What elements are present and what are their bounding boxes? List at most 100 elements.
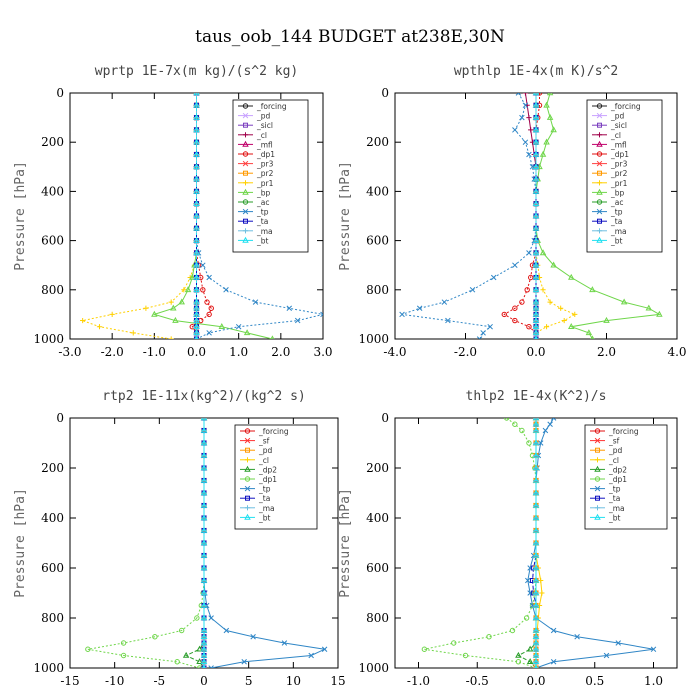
data-point-bt xyxy=(193,138,200,145)
data-point-dp2 xyxy=(526,658,534,665)
legend-label: _pd xyxy=(608,446,623,455)
data-point-tp xyxy=(281,640,288,646)
x-tick-label: 1.0 xyxy=(229,345,248,359)
data-point-bt xyxy=(200,614,208,621)
data-point-tp xyxy=(294,317,301,324)
panel-title: wprtp 1E-7x(m kg)/(s^2 kg) xyxy=(95,64,299,79)
y-tick-label: 600 xyxy=(41,561,64,575)
data-point-dp2 xyxy=(182,651,190,658)
data-point-bt xyxy=(532,323,540,329)
x-tick-label: 2.0 xyxy=(271,345,290,359)
legend-marker xyxy=(244,437,251,444)
y-tick-label: 200 xyxy=(41,461,64,475)
data-point-bt xyxy=(193,150,200,157)
data-point-bt xyxy=(532,439,540,446)
series-line-pr1 xyxy=(80,93,197,339)
legend-label: _bt xyxy=(258,513,271,522)
legend-marker xyxy=(242,132,249,138)
x-tick-label: 1.0 xyxy=(644,674,663,688)
data-point-bp xyxy=(568,273,575,280)
legend-marker xyxy=(243,218,248,224)
legend-marker xyxy=(244,485,251,492)
data-point-dp1 xyxy=(515,659,522,665)
y-tick-label: 800 xyxy=(41,611,64,625)
legend-label: _dp1 xyxy=(256,150,275,159)
data-point-bt xyxy=(532,200,540,206)
x-tick-label: 0.0 xyxy=(526,345,545,359)
data-point-bp xyxy=(151,310,158,317)
data-point-bt xyxy=(193,113,200,120)
data-point-dp1 xyxy=(523,615,530,621)
legend-marker xyxy=(244,465,251,472)
data-point-bt xyxy=(532,576,540,583)
legend-label: _tp xyxy=(610,208,623,217)
data-point-dp1 xyxy=(120,640,127,646)
legend-marker xyxy=(242,140,249,147)
x-tick-label: -1.0 xyxy=(407,674,430,688)
legend-marker xyxy=(244,457,251,463)
x-tick-label: -10 xyxy=(105,674,124,688)
legend-label: _bt xyxy=(256,236,269,245)
y-tick-label: 800 xyxy=(366,611,389,625)
data-point-tp xyxy=(250,633,256,640)
data-point-pr1 xyxy=(168,299,174,305)
legend-label: _forcing xyxy=(256,102,287,111)
data-point-dp1 xyxy=(526,324,532,330)
x-tick-label: 15 xyxy=(330,674,345,688)
data-point-bt xyxy=(532,212,540,219)
legend-label: _tp xyxy=(608,485,621,494)
data-point-bt xyxy=(532,526,540,533)
legend-label: _ta xyxy=(608,494,620,503)
y-tick-label: 200 xyxy=(41,135,64,149)
legend-label: _pr1 xyxy=(256,179,274,188)
x-tick-label: -0.5 xyxy=(466,674,489,688)
data-point-tp xyxy=(308,652,314,659)
data-point-bt xyxy=(202,664,206,668)
legend-marker xyxy=(243,170,248,176)
data-point-bp xyxy=(620,298,628,305)
data-point-bt xyxy=(193,175,200,182)
data-point-bt xyxy=(532,187,540,194)
data-point-bp xyxy=(539,150,547,157)
data-point-pr1 xyxy=(168,336,174,339)
x-tick-label: -2.0 xyxy=(101,345,124,359)
legend-marker xyxy=(596,228,603,234)
data-point-bp xyxy=(656,310,663,317)
data-point-bt xyxy=(200,564,208,571)
x-tick-label: -1.0 xyxy=(143,345,166,359)
chart-panel-4: thlp2 1E-4x(K^2)/s Pressure [hPa] -1.0 -0.5… xyxy=(338,389,678,688)
legend-label: _forcing xyxy=(258,427,289,436)
y-tick-label: 600 xyxy=(366,234,389,248)
chart-panel-1: wprtp 1E-7x(m kg)/(s^2 kg) Pressure [hPa]… xyxy=(13,64,333,359)
data-point-cl xyxy=(526,115,532,121)
legend-marker xyxy=(242,208,249,215)
y-tick-label: 400 xyxy=(41,184,64,198)
legend-label: _pr2 xyxy=(256,169,274,178)
data-point-tp xyxy=(208,665,214,668)
legend: _forcing_sf_pd_cl_dp2_dp1_tp_ta_ma_bt xyxy=(584,424,668,530)
data-point-bt xyxy=(193,236,200,243)
x-tick-label: -15 xyxy=(60,674,79,688)
data-point-tp xyxy=(206,274,212,281)
legend-label: _forcing xyxy=(608,427,639,436)
legend-marker xyxy=(245,447,250,453)
data-point-bt xyxy=(193,212,200,219)
data-point-dp1 xyxy=(528,274,534,281)
data-point-dp1 xyxy=(204,299,210,305)
x-tick-label: 3.0 xyxy=(313,345,332,359)
data-point-dp1 xyxy=(486,634,492,640)
data-point-dp1 xyxy=(208,305,214,311)
data-point-bt xyxy=(532,464,540,471)
x-tick-label: 4.0 xyxy=(667,345,686,359)
y-axis-label: Pressure [hPa] xyxy=(13,161,28,271)
legend-marker xyxy=(242,112,249,119)
data-point-bt xyxy=(532,249,540,256)
legend-marker xyxy=(245,495,250,501)
data-point-bp xyxy=(550,261,557,268)
data-point-tp xyxy=(200,262,206,268)
legend: _forcing_sf_pd_cl_dp2_dp1_tp_ta_ma_bt xyxy=(234,424,318,530)
legend-label: _ta xyxy=(256,217,268,226)
data-point-bp xyxy=(178,298,185,305)
legend-marker xyxy=(596,160,603,167)
